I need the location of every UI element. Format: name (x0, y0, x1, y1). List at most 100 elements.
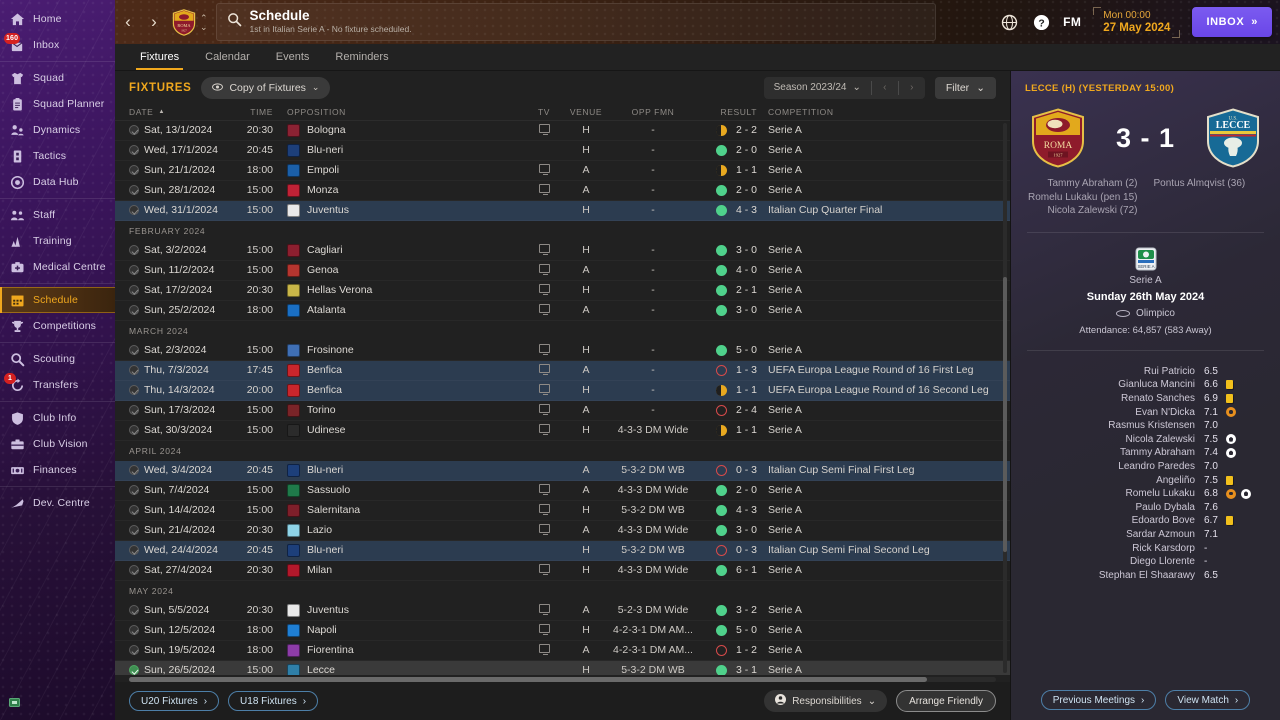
search-icon[interactable] (227, 12, 242, 32)
fixture-row[interactable]: Sun, 25/2/2024 18:00 Atalanta A - 3 - 0 Serie … (115, 301, 1010, 321)
player-rating-row[interactable]: Evan N'Dicka 7.1 (1025, 405, 1266, 419)
sidebar-item-competitions[interactable]: Competitions (0, 313, 115, 339)
player-rating-row[interactable]: Rasmus Kristensen 7.0 (1025, 419, 1266, 433)
player-rating-row[interactable]: Rick Karsdorp - (1025, 541, 1266, 555)
fixture-played-checkbox[interactable] (129, 125, 139, 136)
fixture-played-checkbox[interactable] (129, 605, 139, 616)
sidebar-item-tactics[interactable]: Tactics (0, 143, 115, 169)
page-title-card[interactable]: Schedule 1st in Italian Serie A - No fix… (215, 3, 936, 41)
sidebar-item-home[interactable]: Home (0, 6, 115, 32)
player-rating-row[interactable]: Paulo Dybala 7.6 (1025, 500, 1266, 514)
globe-icon[interactable] (999, 12, 1019, 32)
nav-forward-button[interactable]: › (151, 12, 157, 31)
fixture-row[interactable]: Sun, 14/4/2024 15:00 Salernitana H 5-3-2 DM … (115, 501, 1010, 521)
fixture-played-checkbox[interactable] (129, 345, 139, 356)
filter-button[interactable]: Filter ⌄ (934, 76, 996, 99)
sidebar-item-dev-centre[interactable]: Dev. Centre (0, 490, 115, 516)
fixture-row[interactable]: Sat, 27/4/2024 20:30 Milan H 4-3-3 DM Wide 6 … (115, 561, 1010, 581)
sidebar-item-club-info[interactable]: Club Info (0, 405, 115, 431)
player-rating-row[interactable]: Rui Patricio 6.5 (1025, 365, 1266, 379)
fixture-row[interactable]: Sun, 28/1/2024 15:00 Monza A - 2 - 0 Serie A (115, 181, 1010, 201)
fixture-row[interactable]: Wed, 31/1/2024 15:00 Juventus H - 4 - 3 Italia… (115, 200, 1010, 221)
fixture-played-checkbox[interactable] (129, 385, 139, 396)
fixture-played-checkbox[interactable] (129, 265, 139, 276)
view-selector-dropdown[interactable]: Copy of Fixtures ⌄ (201, 76, 331, 99)
sidebar-item-data-hub[interactable]: Data Hub (0, 169, 115, 195)
view-match-button[interactable]: View Match › (1165, 690, 1251, 710)
tab-reminders[interactable]: Reminders (335, 51, 389, 63)
fixture-played-checkbox[interactable] (129, 545, 139, 556)
player-rating-row[interactable]: Romelu Lukaku 6.8 (1025, 487, 1266, 501)
fixture-played-checkbox[interactable] (129, 525, 139, 536)
help-icon[interactable]: ? (1031, 12, 1051, 32)
season-next-button[interactable]: › (910, 82, 914, 94)
fixture-played-checkbox[interactable] (129, 565, 139, 576)
column-header-opposition[interactable]: OPPOSITION (287, 107, 346, 118)
responsibilities-dropdown[interactable]: Responsibilities ⌄ (764, 690, 888, 713)
fixture-row[interactable]: Sun, 21/1/2024 18:00 Empoli A - 1 - 1 Serie A (115, 161, 1010, 181)
game-clock[interactable]: Mon 00:00 27 May 2024 (1093, 6, 1181, 38)
column-header-opp-fmn[interactable]: OPP FMN (631, 107, 675, 118)
column-header-venue[interactable]: VENUE (569, 107, 603, 118)
player-rating-row[interactable]: Diego Llorente - (1025, 555, 1266, 569)
player-rating-row[interactable]: Angeliño 7.5 (1025, 473, 1266, 487)
sidebar-item-dynamics[interactable]: Dynamics (0, 117, 115, 143)
fixture-row[interactable]: Sun, 12/5/2024 18:00 Napoli H 4-2-3-1 DM AM.… (115, 621, 1010, 641)
player-rating-row[interactable]: Stephan El Shaarawy 6.5 (1025, 568, 1266, 582)
fixture-played-checkbox[interactable] (129, 465, 139, 476)
player-rating-row[interactable]: Edoardo Bove 6.7 (1025, 514, 1266, 528)
fixture-row[interactable]: Sun, 11/2/2024 15:00 Genoa A - 4 - 0 Serie A (115, 261, 1010, 281)
fixture-row[interactable]: Sun, 5/5/2024 20:30 Juventus A 5-2-3 DM Wide… (115, 601, 1010, 621)
fixture-row[interactable]: Sat, 17/2/2024 20:30 Hellas Verona H - 2 - 1 S… (115, 281, 1010, 301)
fixture-played-checkbox[interactable] (129, 645, 139, 656)
fixture-played-checkbox[interactable] (129, 205, 139, 216)
fixtures-vertical-scrollbar[interactable] (1003, 122, 1007, 674)
column-header-result[interactable]: RESULT (720, 107, 757, 118)
fixture-played-checkbox[interactable] (129, 485, 139, 496)
previous-meetings-button[interactable]: Previous Meetings › (1040, 690, 1157, 710)
fixture-row[interactable]: Sun, 7/4/2024 15:00 Sassuolo A 4-3-3 DM Wide… (115, 481, 1010, 501)
fixture-row[interactable]: Thu, 7/3/2024 17:45 Benfica A - 1 - 3 UEFA Eur… (115, 360, 1010, 381)
column-header-tv[interactable]: TV (537, 107, 551, 118)
club-crest-roma-icon[interactable]: ROMA 1927 (171, 8, 197, 36)
sidebar-item-inbox[interactable]: 160 Inbox (0, 32, 115, 58)
tab-events[interactable]: Events (275, 51, 310, 63)
fixture-row[interactable]: Sat, 13/1/2024 20:30 Bologna H - 2 - 2 Serie A (115, 121, 1010, 141)
season-selector[interactable]: Season 2023/24 ⌄ (764, 77, 871, 99)
fixture-played-checkbox[interactable] (129, 245, 139, 256)
fixture-row[interactable]: Sun, 19/5/2024 18:00 Fiorentina A 4-2-3-1 DM… (115, 641, 1010, 661)
fixture-played-checkbox[interactable] (129, 145, 139, 156)
player-rating-row[interactable]: Sardar Azmoun 7.1 (1025, 528, 1266, 542)
sidebar-item-training[interactable]: Training (0, 228, 115, 254)
inbox-button[interactable]: INBOX » (1192, 7, 1272, 37)
arrange-friendly-button[interactable]: Arrange Friendly (896, 690, 996, 713)
player-rating-row[interactable]: Renato Sanches 6.9 (1025, 392, 1266, 406)
club-switcher-up-icon[interactable]: ⌃ (200, 12, 208, 23)
sidebar-item-staff[interactable]: Staff (0, 202, 115, 228)
column-header-date[interactable]: DATE (129, 107, 154, 118)
fm-logo[interactable]: FM (1063, 15, 1082, 29)
nav-back-button[interactable]: ‹ (125, 12, 131, 31)
u20-fixtures-button[interactable]: U20 Fixtures › (129, 691, 220, 712)
tab-calendar[interactable]: Calendar (205, 51, 250, 63)
fixture-played-checkbox[interactable] (129, 505, 139, 516)
player-rating-row[interactable]: Leandro Paredes 7.0 (1025, 460, 1266, 474)
fixture-row[interactable]: Sun, 26/5/2024 15:00 Lecce H 5-3-2 DM WB 3 - … (115, 660, 1010, 676)
u18-fixtures-button[interactable]: U18 Fixtures › (228, 691, 319, 712)
fixture-row[interactable]: Wed, 3/4/2024 20:45 Blu-neri A 5-3-2 DM WB 0 … (115, 460, 1010, 481)
fixture-played-checkbox[interactable] (129, 285, 139, 296)
sidebar-item-club-vision[interactable]: Club Vision (0, 431, 115, 457)
sidebar-item-schedule[interactable]: Schedule (0, 287, 115, 313)
fixture-row[interactable]: Wed, 17/1/2024 20:45 Blu-neri H - 2 - 0 Serie … (115, 141, 1010, 161)
player-rating-row[interactable]: Tammy Abraham 7.4 (1025, 446, 1266, 460)
fixtures-horizontal-scrollbar[interactable] (129, 677, 996, 683)
sidebar-item-scouting[interactable]: Scouting (0, 346, 115, 372)
fixture-row[interactable]: Sat, 3/2/2024 15:00 Cagliari H - 3 - 0 Serie A (115, 241, 1010, 261)
player-rating-row[interactable]: Nicola Zalewski 7.5 (1025, 432, 1266, 446)
fixture-played-checkbox[interactable] (129, 165, 139, 176)
fixture-row[interactable]: Sun, 17/3/2024 15:00 Torino A - 2 - 4 Serie A (115, 401, 1010, 421)
fixture-played-checkbox[interactable] (129, 665, 139, 676)
fixture-row[interactable]: Wed, 24/4/2024 20:45 Blu-neri H 5-3-2 DM WB 0… (115, 540, 1010, 561)
fixture-played-checkbox[interactable] (129, 365, 139, 376)
sidebar-item-medical-centre[interactable]: Medical Centre (0, 254, 115, 280)
